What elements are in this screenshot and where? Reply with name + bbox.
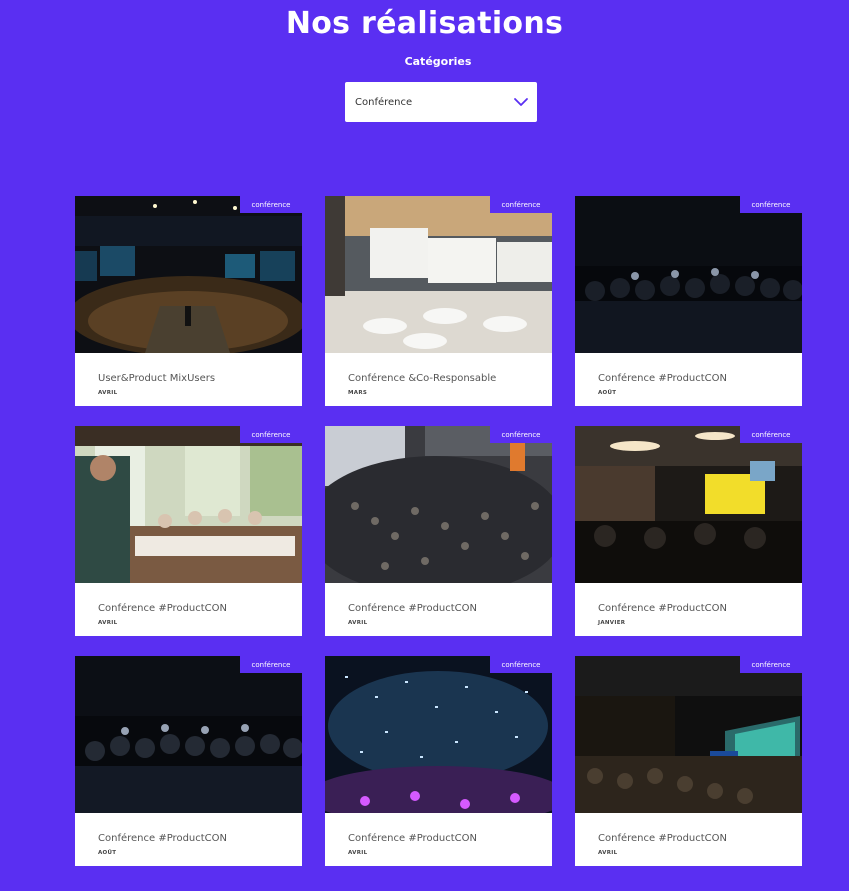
project-image xyxy=(575,656,802,813)
project-image xyxy=(75,426,302,583)
chevron-down-icon xyxy=(514,98,528,106)
project-card[interactable]: conférence Conférence #ProductCON AOÛT xyxy=(575,196,802,406)
category-badge: conférence xyxy=(240,656,302,673)
category-badge: conférence xyxy=(240,196,302,213)
project-month: AVRIL xyxy=(348,850,368,856)
project-card[interactable]: conférence Conférence #ProductCON AVRIL xyxy=(75,426,302,636)
category-label: Catégories xyxy=(404,55,472,68)
project-title: Conférence #ProductCON xyxy=(598,833,728,844)
category-badge: conférence xyxy=(490,196,552,213)
category-badge: conférence xyxy=(490,426,552,443)
project-month: AVRIL xyxy=(98,620,118,626)
project-card[interactable]: conférence Conférence #ProductCON AOÛT xyxy=(75,656,302,866)
category-badge: conférence xyxy=(240,426,302,443)
project-title: Conférence #ProductCON xyxy=(348,603,478,614)
project-card[interactable]: conférence Conférence #ProductCON AVRIL xyxy=(325,426,552,636)
project-title: Conférence #ProductCON xyxy=(348,833,478,844)
project-card[interactable]: conférence Conférence #ProductCON AVRIL xyxy=(325,656,552,866)
category-select[interactable]: Conférence xyxy=(345,82,537,122)
project-title: Conférence #ProductCON xyxy=(598,603,728,614)
project-month: AVRIL xyxy=(348,620,368,626)
page-title: Nos réalisations xyxy=(285,6,564,41)
project-card[interactable]: conférence Conférence &Co-Responsable MA… xyxy=(325,196,552,406)
project-image xyxy=(325,426,552,583)
category-badge: conférence xyxy=(740,426,802,443)
category-badge: conférence xyxy=(490,656,552,673)
category-badge: conférence xyxy=(740,656,802,673)
project-image xyxy=(575,196,802,353)
project-title: Conférence &Co-Responsable xyxy=(348,373,497,384)
project-title: Conférence #ProductCON xyxy=(98,833,228,844)
project-month: AVRIL xyxy=(98,390,118,396)
project-image xyxy=(575,426,802,583)
project-month: AOÛT xyxy=(98,850,117,856)
project-title: Conférence #ProductCON xyxy=(598,373,728,384)
project-card[interactable]: conférence Conférence #ProductCON JANVIE… xyxy=(575,426,802,636)
category-badge: conférence xyxy=(740,196,802,213)
project-month: JANVIER xyxy=(598,620,626,626)
category-select-value: Conférence xyxy=(355,96,413,108)
project-month: MARS xyxy=(348,390,368,396)
project-month: AOÛT xyxy=(598,390,617,396)
project-image xyxy=(325,196,552,353)
project-image xyxy=(325,656,552,813)
project-title: Conférence #ProductCON xyxy=(98,603,228,614)
project-card[interactable]: conférence User&Product MixUsers AVRIL xyxy=(75,196,302,406)
project-image xyxy=(75,196,302,353)
project-month: AVRIL xyxy=(598,850,618,856)
project-card[interactable]: conférence Conférence #ProductCON AVRIL xyxy=(575,656,802,866)
project-title: User&Product MixUsers xyxy=(98,373,216,384)
project-image xyxy=(75,656,302,813)
